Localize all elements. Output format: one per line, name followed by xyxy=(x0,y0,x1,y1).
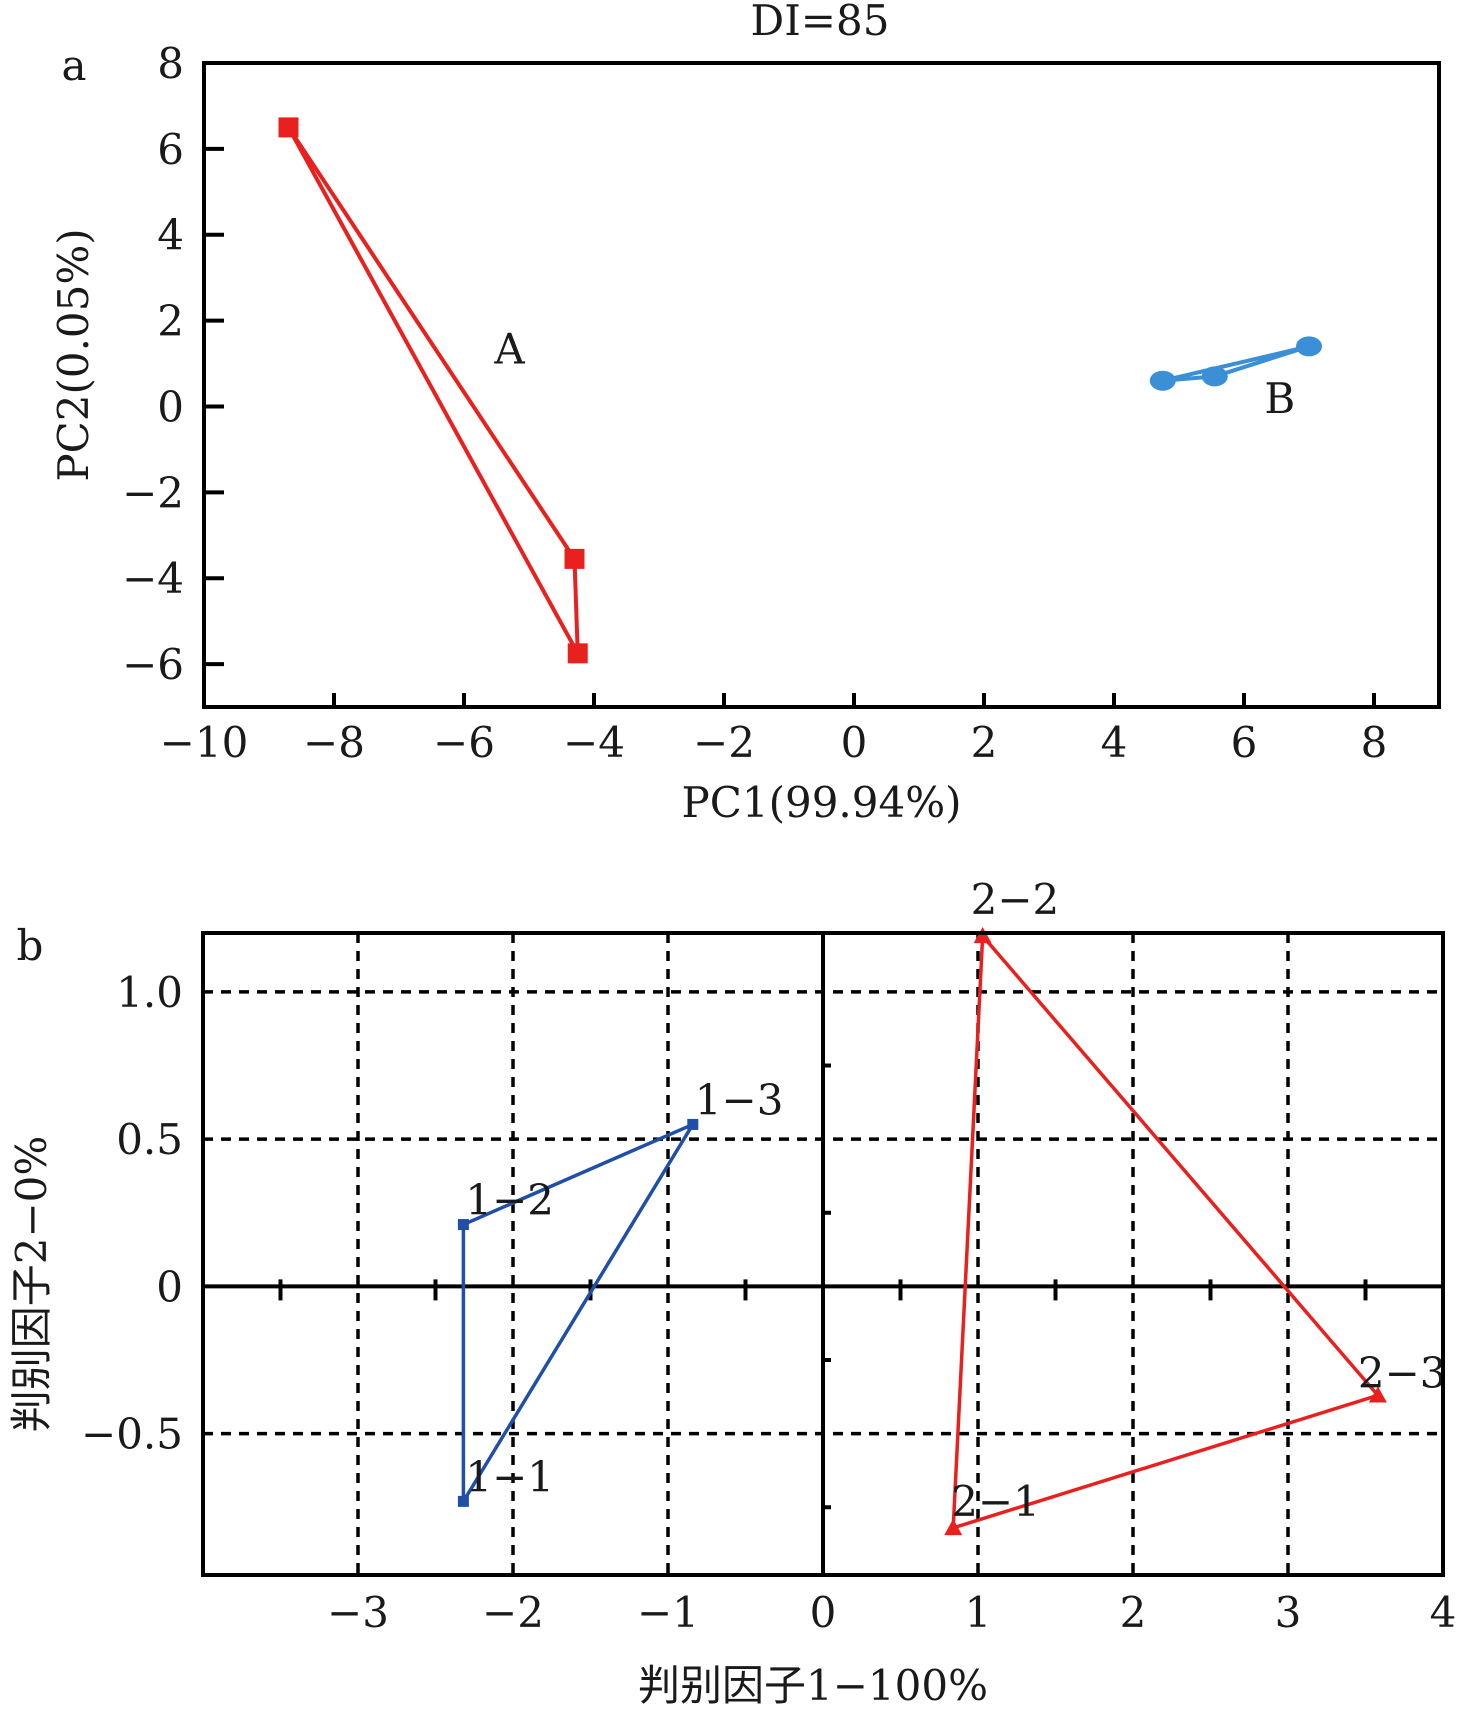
axis-ticks-b: −3 −2 −1 0 1 2 3 4 −0.5 0 0.5 1.0 xyxy=(81,968,1456,1637)
data-point-1 xyxy=(457,1495,469,1507)
x-axis-label: PC1(99.94%) xyxy=(681,778,961,827)
data-point-a xyxy=(278,117,299,138)
x-tick-label: 0 xyxy=(810,1588,837,1637)
y-tick-label: −4 xyxy=(122,554,184,603)
x-tick-label: 6 xyxy=(1231,718,1258,767)
y-tick-label: −0.5 xyxy=(81,1410,183,1459)
data-point-a xyxy=(564,548,585,569)
panel-label-b: b xyxy=(17,921,44,970)
panel-b-discriminant-plot: b 1−1 1−2 1−3 2−1 2−2 2−3 −3 −2 −1 0 1 2 3 4 −0.5 0 0.5… xyxy=(7,875,1456,1710)
plot-area-a: AB xyxy=(278,117,1322,664)
x-tick-label: −6 xyxy=(433,718,495,767)
hull-group-2 xyxy=(951,934,1380,1530)
hull-group-1 xyxy=(461,1122,695,1504)
y-tick-label: 0 xyxy=(157,382,184,431)
data-point-2 xyxy=(944,1518,963,1536)
axis-ticks-a: −10 −8 −6 −4 −2 0 2 4 6 8 −6 −4 −2 0 2 4 6 8 xyxy=(122,39,1387,767)
data-point-1 xyxy=(457,1219,469,1231)
x-tick-label: −2 xyxy=(693,718,755,767)
x-tick-label: −8 xyxy=(303,718,365,767)
y-tick-label: 1.0 xyxy=(116,968,183,1017)
point-label: 1−2 xyxy=(465,1176,554,1225)
hull-b xyxy=(1160,344,1311,383)
x-tick-label: 2 xyxy=(1120,1588,1147,1637)
y-tick-label: 6 xyxy=(157,125,184,174)
y-axis-label: PC2(0.05%) xyxy=(49,228,98,481)
y-tick-label: −2 xyxy=(122,468,184,517)
plot-frame-b xyxy=(201,931,1445,1577)
group-label-a: A xyxy=(493,325,525,374)
y-tick-label: 2 xyxy=(157,297,184,346)
y-tick-label: 0 xyxy=(156,1262,183,1311)
x-tick-label: −2 xyxy=(482,1588,544,1637)
x-axis-label: 判别因子1−100% xyxy=(638,1661,988,1710)
x-tick-label: 1 xyxy=(965,1588,992,1637)
x-tick-label: 2 xyxy=(971,718,998,767)
data-point-a xyxy=(567,643,588,664)
x-tick-label: −4 xyxy=(563,718,625,767)
x-tick-label: 4 xyxy=(1430,1588,1457,1637)
y-tick-label: −6 xyxy=(122,640,184,689)
data-point-1 xyxy=(687,1118,699,1130)
y-tick-label: 8 xyxy=(157,39,184,88)
x-tick-label: 8 xyxy=(1361,718,1388,767)
plot-area-b: 1−1 1−2 1−3 2−1 2−2 2−3 xyxy=(457,875,1447,1536)
y-tick-label: 4 xyxy=(157,211,184,260)
data-point-2 xyxy=(1368,1386,1387,1403)
point-label: 2−2 xyxy=(971,875,1060,924)
y-tick-label: 0.5 xyxy=(116,1115,183,1164)
x-tick-label: 0 xyxy=(841,718,868,767)
x-tick-label: −3 xyxy=(327,1588,389,1637)
x-tick-label: −10 xyxy=(160,718,249,767)
group-label-b: B xyxy=(1264,374,1295,423)
plot-frame-a xyxy=(202,61,1441,709)
hull-a xyxy=(286,125,580,656)
x-tick-label: 4 xyxy=(1101,718,1128,767)
panel-label-a: a xyxy=(61,41,86,90)
point-label: 1−3 xyxy=(695,1075,784,1124)
point-label: 2−3 xyxy=(1358,1348,1447,1397)
x-tick-label: 3 xyxy=(1275,1588,1302,1637)
point-label: 1−1 xyxy=(465,1452,554,1501)
data-point-b xyxy=(1201,366,1228,387)
chart-title: DI=85 xyxy=(751,0,890,45)
y-axis-label: 判别因子2−0% xyxy=(7,1136,56,1433)
x-tick-label: −1 xyxy=(637,1588,699,1637)
data-point-b xyxy=(1149,370,1176,391)
data-point-b xyxy=(1296,336,1322,357)
data-point-2 xyxy=(973,926,992,944)
point-label: 2−1 xyxy=(951,1477,1040,1526)
